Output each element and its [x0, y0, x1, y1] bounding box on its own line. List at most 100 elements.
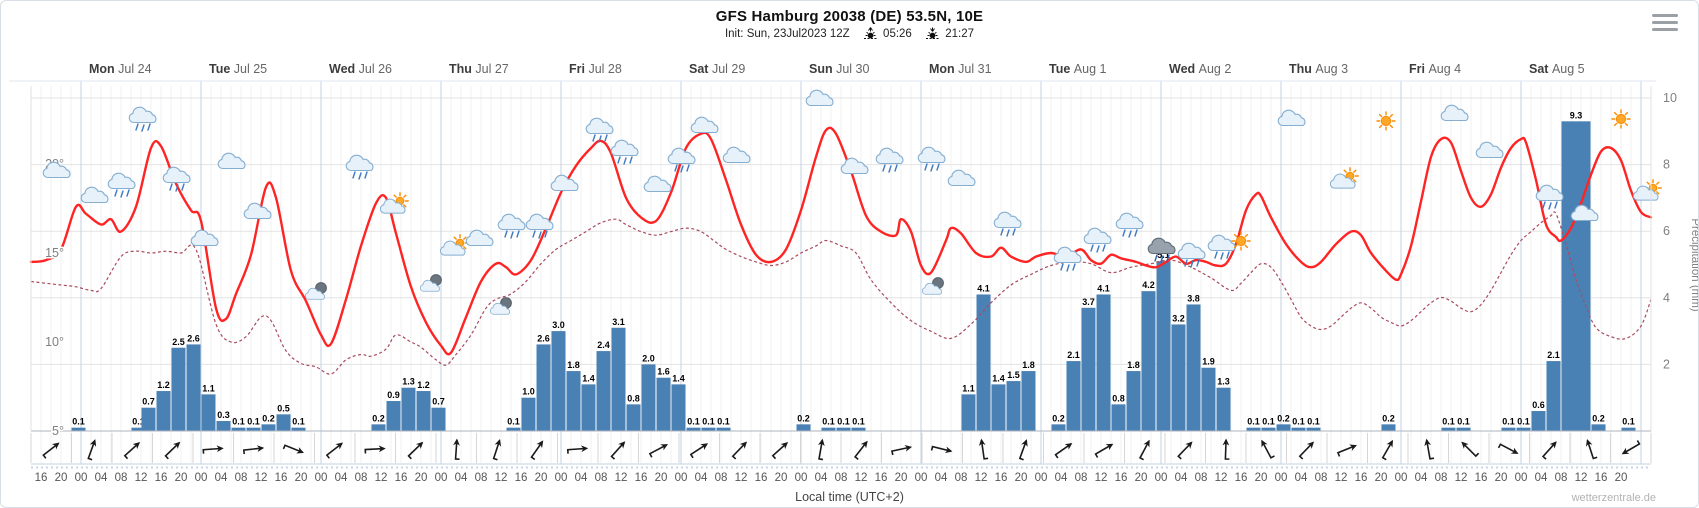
precip-bar — [506, 427, 521, 431]
precip-value-label: 2.0 — [642, 353, 655, 363]
precip-value-label: 3.7 — [1082, 297, 1095, 307]
moon-icon — [304, 282, 327, 300]
cloud-icon — [80, 186, 109, 204]
cloud-icon — [805, 89, 834, 107]
cloud-icon — [690, 116, 719, 134]
x-tick-label: 08 — [835, 472, 848, 484]
sunset-time: 21:27 — [945, 28, 975, 40]
wind-arrow — [771, 441, 789, 460]
wind-arrow — [566, 445, 589, 454]
wind-arrow — [325, 442, 344, 459]
day-label: Wed Jul 26 — [329, 62, 392, 76]
precip-bar — [626, 404, 641, 431]
precip-bar — [231, 427, 246, 431]
wind-arrow — [648, 444, 669, 458]
wind-arrow — [202, 445, 224, 454]
precip-value-label: 1.8 — [1022, 360, 1035, 370]
precip-value-label: 1.4 — [672, 373, 685, 383]
sunset-icon — [925, 27, 943, 43]
wind-arrow — [492, 439, 502, 461]
x-tick-label: 00 — [555, 472, 568, 484]
x-tick-label: 04 — [1535, 472, 1548, 484]
precip-value-label: 0.1 — [1517, 417, 1530, 427]
precip-value-label: 0.1 — [1262, 417, 1275, 427]
day-label: Fri Aug 4 — [1409, 62, 1461, 76]
init-text: Init: Sun, 23Jul2023 12Z — [724, 28, 850, 40]
precip-bar — [1021, 371, 1036, 431]
x-tick-label: 12 — [975, 472, 988, 484]
x-tick-label: 20 — [415, 472, 428, 484]
precip-value-label: 1.1 — [202, 383, 215, 393]
dewpoint-line — [30, 211, 1652, 375]
precip-value-label: 0.1 — [1502, 417, 1515, 427]
precip-value-label: 3.2 — [1172, 313, 1185, 323]
precip-value-label: 1.2 — [157, 380, 170, 390]
rain-icon — [610, 139, 639, 165]
x-tick-label: 20 — [1015, 472, 1028, 484]
x-tick-label: 16 — [635, 472, 648, 484]
precip-bar — [291, 427, 306, 431]
day-label: Thu Jul 27 — [449, 62, 509, 76]
precip-bar — [1186, 304, 1201, 431]
precip-value-label: 0.8 — [627, 393, 640, 403]
wind-arrow — [1336, 444, 1357, 457]
cloud-icon — [643, 175, 672, 193]
wind-arrow — [1381, 439, 1393, 461]
precip-axis-labels: 2 4 6 8 10 — [1663, 91, 1677, 371]
temperature-line — [29, 126, 1653, 356]
precip-axis-label: 2 — [1663, 357, 1670, 371]
precip-bar — [131, 427, 146, 431]
suncloud-icon — [1632, 179, 1662, 201]
rain-icon — [162, 166, 191, 192]
wind-arrow — [1621, 440, 1641, 455]
precip-value-label: 0.1 — [702, 417, 715, 427]
x-tick-label: 04 — [1295, 472, 1308, 484]
precip-value-label: 4.1 — [1097, 283, 1110, 293]
precip-bar — [1246, 427, 1261, 431]
precip-bar — [701, 427, 716, 431]
cloud-icon — [42, 161, 71, 179]
wind-arrow — [689, 443, 709, 459]
temp-axis-labels: 5°10°15°20° — [44, 156, 66, 440]
precip-bar — [1276, 424, 1291, 431]
wind-arrow — [282, 444, 304, 454]
precip-value-label: 0.1 — [72, 417, 85, 427]
precip-value-label: 1.2 — [417, 380, 430, 390]
precip-bar — [686, 427, 701, 431]
precip-bar — [611, 327, 626, 431]
wind-arrow — [1585, 439, 1598, 460]
precip-value-label: 0.8 — [1112, 393, 1125, 403]
precip-value-label: 0.1 — [1247, 417, 1260, 427]
precip-value-label: 0.1 — [837, 417, 850, 427]
rain-icon — [497, 213, 526, 239]
day-label: Sat Jul 29 — [689, 62, 745, 76]
x-tick-label: 20 — [1255, 472, 1268, 484]
day-label: Mon Jul 31 — [929, 62, 992, 76]
x-tick-label: 00 — [435, 472, 448, 484]
suncloud-icon — [439, 234, 469, 256]
precip-bar — [276, 414, 291, 431]
wind-arrow — [364, 445, 386, 454]
wind-arrow — [978, 438, 989, 460]
x-tick-label: 16 — [875, 472, 888, 484]
precip-bar — [581, 384, 596, 431]
precip-value-label: 0.2 — [372, 413, 385, 423]
x-tick-label: 16 — [155, 472, 168, 484]
cloud-icon — [947, 169, 976, 187]
precip-bar — [521, 397, 536, 431]
precip-bar — [1516, 427, 1531, 431]
wind-arrow — [1261, 439, 1275, 459]
x-tick-label: 12 — [1455, 472, 1468, 484]
precip-bar — [186, 344, 201, 431]
x-tick-label: 00 — [1035, 472, 1048, 484]
wind-arrow — [853, 440, 868, 460]
x-tick-label: 04 — [215, 472, 228, 484]
x-tick-label: 16 — [1475, 472, 1488, 484]
x-tick-label: 04 — [1415, 472, 1428, 484]
rain-icon — [667, 147, 696, 173]
wind-arrow — [1461, 441, 1480, 458]
menu-icon[interactable] — [1652, 14, 1678, 35]
x-tick-label: 08 — [1555, 472, 1568, 484]
precip-value-label: 0.2 — [1052, 413, 1065, 423]
x-tick-label: 08 — [1315, 472, 1328, 484]
